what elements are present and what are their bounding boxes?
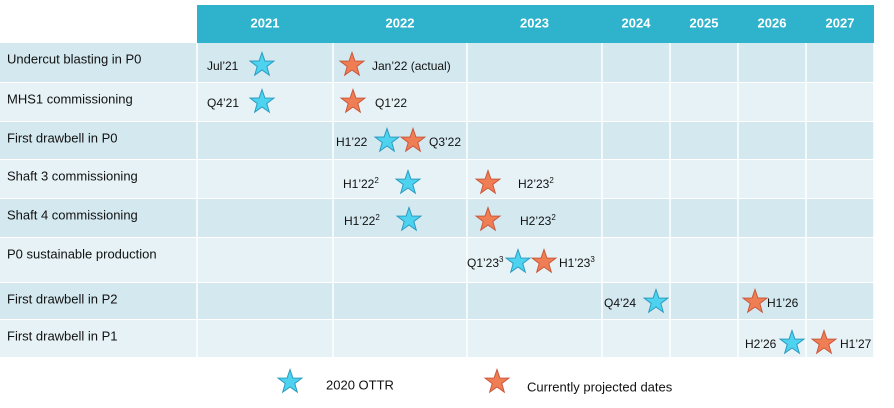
star-marker [395,205,423,232]
star-marker [474,205,502,232]
milestone-label: H1’233 [559,255,595,270]
star-marker [394,168,422,195]
row-band [0,43,874,83]
milestone-date: Jul’21 [207,59,239,73]
milestone-label: H2’232 [518,176,554,191]
year-header: 2021 [251,15,280,30]
milestone-date: Q1’23 [467,256,499,270]
year-header: 2022 [386,15,415,30]
year-header: 2026 [758,15,787,30]
milestone-label: H1’27 [840,337,872,351]
milestone-date: H1’22 [343,177,375,191]
row-band [0,160,874,199]
milestone-date: H1’22 [344,214,376,228]
star-marker [504,247,532,274]
row-label: First drawbell in P0 [7,130,118,145]
star-marker [338,50,366,77]
star-marker [530,247,558,274]
star-marker [741,287,769,314]
milestone-label: Jul’21 [207,59,239,73]
milestone-date: Jan’22 (actual) [372,59,451,73]
footnote-ref: 2 [549,176,554,185]
row-label: P0 sustainable production [7,246,157,261]
star-marker [810,328,838,355]
footnote-ref: 3 [590,255,595,264]
star-marker [373,126,401,153]
star-marker [642,287,670,314]
row-band [0,320,874,358]
milestone-date: Q4’21 [207,96,239,110]
milestone-date: H1’23 [559,256,591,270]
milestone-date: Q3’22 [429,135,461,149]
star-marker [483,367,511,394]
star-marker [778,328,806,355]
row-label: Shaft 3 commissioning [7,168,138,183]
row-band [0,122,874,160]
star-marker [474,168,502,195]
milestone-label: H1’22 [336,135,368,149]
star-marker [248,87,276,114]
row-label: Undercut blasting in P0 [7,51,141,66]
milestone-label: Q3’22 [429,135,461,149]
star-marker [276,367,304,394]
year-header: 2027 [826,15,855,30]
row-label: MHS1 commissioning [7,91,133,106]
milestone-date: H1’22 [336,135,368,149]
milestone-date: H1’27 [840,337,872,351]
star-marker [339,87,367,114]
star-marker [248,50,276,77]
milestone-label: H1’26 [767,296,799,310]
row-band [0,199,874,238]
milestone-label: Q4’24 [604,296,636,310]
header-band [197,5,874,43]
star-marker [399,126,427,153]
milestone-date: H2’23 [518,177,550,191]
milestone-label: H2’26 [745,337,777,351]
year-header: 2023 [520,15,549,30]
milestone-label: H1’222 [344,213,380,228]
legend-label: Currently projected dates [527,379,673,394]
row-label: First drawbell in P2 [7,291,118,306]
milestone-label: Q4’21 [207,96,239,110]
year-header: 2025 [690,15,719,30]
footnote-ref: 3 [499,255,504,264]
row-band [0,283,874,320]
milestone-label: H1’222 [343,176,379,191]
milestone-label: Q1’233 [467,255,504,270]
footnote-ref: 2 [374,176,379,185]
milestone-date: H1’26 [767,296,799,310]
row-band [0,83,874,122]
year-header: 2024 [622,15,652,30]
milestone-date: H2’26 [745,337,777,351]
milestone-date: Q4’24 [604,296,636,310]
footnote-ref: 2 [551,213,556,222]
row-label: First drawbell in P1 [7,328,118,343]
row-label: Shaft 4 commissioning [7,207,138,222]
milestone-label: Q1’22 [375,96,407,110]
milestone-label: Jan’22 (actual) [372,59,451,73]
milestone-date: Q1’22 [375,96,407,110]
legend-label: 2020 OTTR [326,377,394,392]
milestone-date: H2’23 [520,214,552,228]
row-band [0,238,874,283]
footnote-ref: 2 [375,213,380,222]
milestone-label: H2’232 [520,213,556,228]
